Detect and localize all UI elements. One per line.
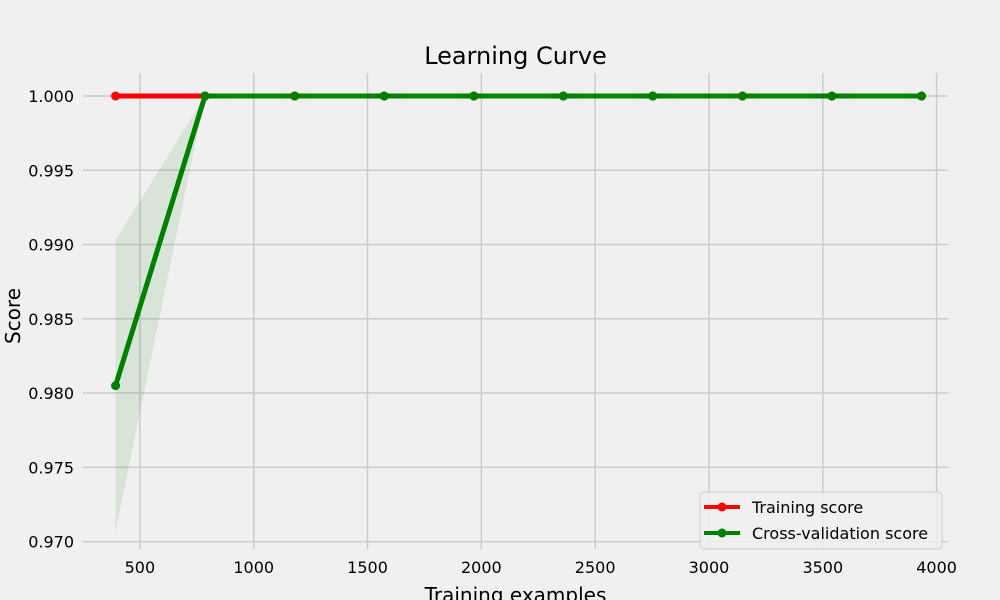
tick-label-layer: 500 1000 1500 2000 2500 3000 3500 4000 0.970 0.97… [28, 87, 957, 577]
legend-swatch-training-marker [717, 502, 727, 512]
chart-title: Learning Curve [424, 42, 607, 70]
y-tick-label: 0.970 [28, 533, 74, 552]
data-point-series-1 [558, 91, 568, 101]
y-tick-label: 0.990 [28, 236, 74, 255]
x-tick-label: 2000 [461, 558, 502, 577]
data-point-series-1 [917, 91, 927, 101]
data-point-series-1 [648, 91, 658, 101]
data-point-series-1 [737, 91, 747, 101]
data-point-series-1 [290, 91, 300, 101]
x-tick-label: 2500 [575, 558, 616, 577]
legend-entry-cross-validation: Cross-validation score [704, 524, 928, 543]
x-tick-label: 3000 [689, 558, 730, 577]
legend-swatch-cv-marker [717, 528, 727, 538]
x-tick-label: 3500 [802, 558, 843, 577]
y-tick-label: 0.975 [28, 458, 74, 477]
y-tick-label: 0.985 [28, 310, 74, 329]
legend-label-training: Training score [751, 498, 863, 517]
series-point-layer [111, 91, 927, 391]
legend-label-cross-validation: Cross-validation score [752, 524, 928, 543]
data-point-series-1 [469, 91, 479, 101]
y-tick-label: 0.995 [28, 161, 74, 180]
data-point-series-1 [827, 91, 837, 101]
x-tick-label: 4000 [916, 558, 957, 577]
y-tick-label: 1.000 [28, 87, 74, 106]
legend: Training score Cross-validation score [699, 491, 943, 550]
x-tick-label: 1000 [233, 558, 274, 577]
legend-box [699, 491, 943, 550]
data-point-series-1 [379, 91, 389, 101]
series-line-layer [113, 93, 922, 387]
plot-area [83, 73, 948, 549]
data-point-series-1 [111, 381, 121, 391]
data-point-series-1 [200, 91, 210, 101]
series-line-1 [113, 93, 922, 387]
data-point-series-0 [111, 91, 121, 101]
x-tick-label: 500 [125, 558, 156, 577]
x-axis-label: Training examples [424, 583, 607, 600]
y-axis-label: Score [1, 288, 25, 344]
x-tick-label: 1500 [347, 558, 388, 577]
y-tick-label: 0.980 [28, 384, 74, 403]
legend-entry-training: Training score [704, 498, 863, 517]
